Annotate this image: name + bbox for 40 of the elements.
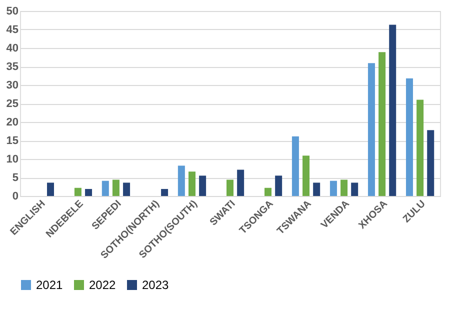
bar — [302, 156, 310, 196]
bar — [161, 188, 168, 196]
bar — [378, 52, 386, 196]
y-tick-label: 10 — [6, 154, 18, 166]
bar — [292, 136, 299, 196]
bar — [178, 166, 185, 196]
bar — [416, 100, 424, 196]
legend-label: 2023 — [142, 278, 170, 292]
y-tick-label: 20 — [6, 116, 18, 128]
bar — [188, 172, 196, 196]
bar — [85, 188, 92, 196]
bar — [264, 188, 272, 196]
legend-label: 2022 — [89, 278, 116, 292]
y-tick-label: 5 — [12, 172, 18, 184]
bar — [199, 176, 206, 196]
bar — [427, 130, 434, 196]
bar — [275, 176, 282, 196]
bar — [330, 180, 337, 196]
bar — [226, 180, 234, 196]
bar — [351, 182, 358, 196]
bar — [406, 78, 413, 196]
bar — [368, 63, 375, 196]
bar — [102, 180, 109, 196]
y-tick-label: 0 — [12, 190, 18, 202]
y-tick-label: 35 — [6, 61, 18, 73]
y-tick-label: 45 — [6, 24, 18, 36]
y-tick-label: 40 — [6, 42, 18, 54]
bar — [313, 182, 320, 196]
bar — [237, 170, 244, 196]
bar — [112, 180, 120, 196]
bar — [74, 188, 82, 196]
bar — [340, 180, 348, 196]
bar — [123, 182, 130, 196]
y-tick-label: 25 — [6, 98, 18, 110]
bar — [389, 24, 396, 196]
bar — [47, 182, 54, 196]
legend-label: 2021 — [36, 278, 64, 292]
y-tick-label: 30 — [6, 80, 18, 92]
y-tick-label: 50 — [6, 6, 18, 18]
y-tick-label: 15 — [6, 135, 18, 147]
